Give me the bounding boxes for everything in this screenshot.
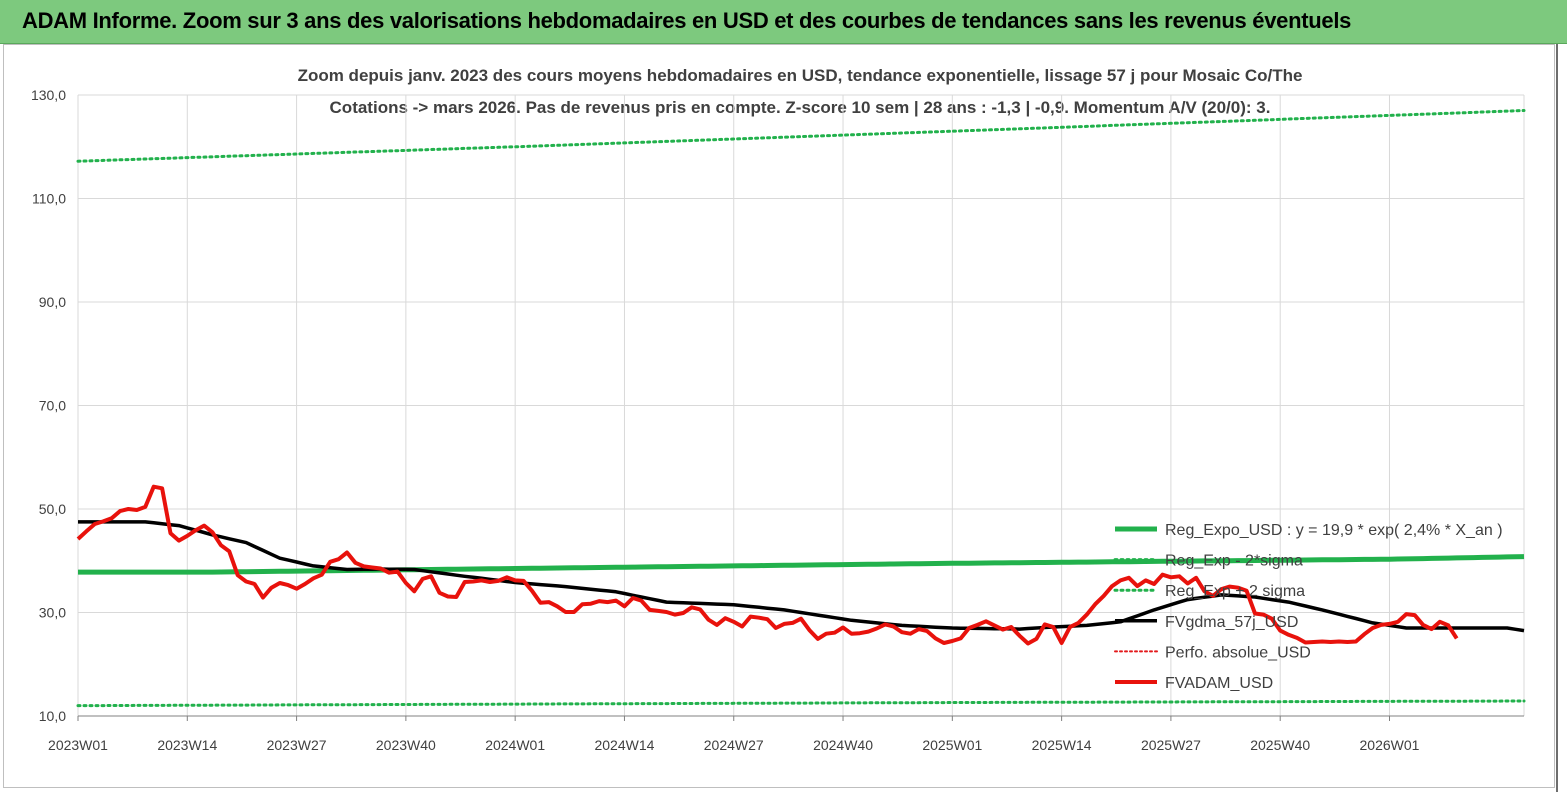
x-tick-label: 2024W14 bbox=[594, 737, 654, 753]
banner-title: ADAM Informe. Zoom sur 3 ans des valoris… bbox=[22, 8, 1352, 33]
x-tick-label: 2023W27 bbox=[267, 737, 327, 753]
title-banner: ADAM Informe. Zoom sur 3 ans des valoris… bbox=[0, 0, 1567, 44]
y-tick-label: 50,0 bbox=[39, 501, 66, 517]
y-tick-label: 110,0 bbox=[32, 191, 66, 207]
x-tick-label: 2023W01 bbox=[48, 737, 108, 753]
x-tick-label: 2025W14 bbox=[1032, 737, 1092, 753]
chart-frame bbox=[3, 44, 1555, 788]
frame-edge bbox=[1556, 44, 1564, 792]
legend-perfo-label: Perfo. absolue_USD bbox=[1165, 644, 1311, 661]
series-line-gdma bbox=[78, 520, 1525, 633]
y-tick-label: 70,0 bbox=[39, 398, 66, 414]
x-tick-label: 2023W40 bbox=[376, 737, 436, 753]
series-line-reg-expo bbox=[78, 554, 1525, 575]
series-line-upper-sigma bbox=[76, 109, 1526, 163]
x-tick-label: 2023W14 bbox=[157, 737, 217, 753]
x-tick-label: 2025W40 bbox=[1250, 737, 1310, 753]
x-tick-label: 2025W01 bbox=[922, 737, 982, 753]
legend-gdma-label: FVgdma_57j_USD bbox=[1165, 614, 1298, 631]
legend-upper-sigma-label: Reg_Exp + 2 sigma bbox=[1165, 583, 1305, 600]
chart-subtitle: Cotations -> mars 2026. Pas de revenus p… bbox=[329, 98, 1271, 117]
x-tick-label: 2024W40 bbox=[813, 737, 873, 753]
legend-reg-expo-label: Reg_Expo_USD : y = 19,9 * exp( 2,4% * X_… bbox=[1165, 522, 1503, 539]
legend-lower-sigma-label: Reg_Exp - 2*sigma bbox=[1165, 553, 1303, 570]
y-tick-label: 30,0 bbox=[39, 605, 66, 621]
x-tick-label: 2026W01 bbox=[1360, 737, 1420, 753]
series-line-lower-sigma bbox=[76, 699, 1526, 708]
chart-title: Zoom depuis janv. 2023 des cours moyens … bbox=[297, 66, 1303, 85]
y-tick-label: 10,0 bbox=[39, 708, 66, 724]
x-tick-label: 2024W01 bbox=[485, 737, 545, 753]
y-tick-label: 90,0 bbox=[39, 294, 66, 310]
series-line-fvadam bbox=[76, 484, 1459, 646]
x-tick-label: 2024W27 bbox=[704, 737, 764, 753]
y-tick-label: 130,0 bbox=[31, 87, 66, 103]
x-tick-label: 2025W27 bbox=[1141, 737, 1201, 753]
legend-fvadam-label: FVADAM_USD bbox=[1165, 675, 1273, 692]
